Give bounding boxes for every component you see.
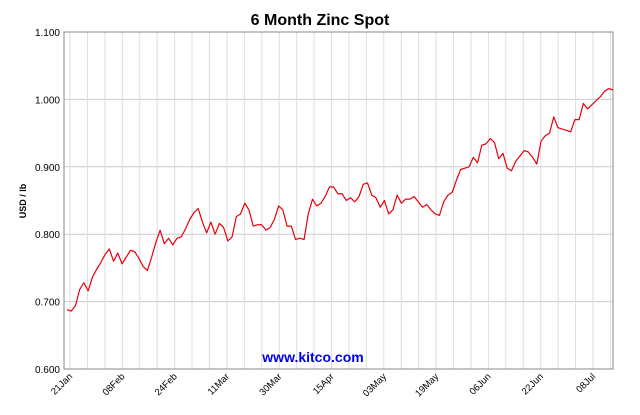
x-tick-label: 06Jun [467, 371, 493, 397]
chart-title: 6 Month Zinc Spot [251, 12, 390, 29]
y-axis-ticks: 0.600 0.700 0.800 0.900 1.000 1.100 [35, 28, 60, 376]
x-tick-label: 15Apr [311, 371, 337, 397]
watermark-link[interactable]: www.kitco.com [261, 349, 363, 365]
x-tick-label: 08Jul [574, 371, 598, 395]
y-tick-label: 1.100 [35, 28, 60, 39]
plot-area-border [63, 31, 614, 370]
series-layer [66, 88, 614, 312]
y-axis-label: USD / lb [18, 183, 28, 218]
y-tick-label: 0.900 [35, 163, 60, 174]
x-tick-label: 08Feb [101, 371, 128, 398]
x-tick-label: 24Feb [153, 371, 180, 398]
grid [64, 31, 613, 370]
y-tick-label: 0.800 [35, 230, 60, 241]
x-tick-label: 30Mar [257, 371, 284, 398]
y-tick-label: 1.000 [35, 95, 60, 106]
x-axis-ticks: 21Jan 08Feb 24Feb 11Mar 30Mar 15Apr 03May 19May… [49, 371, 598, 399]
x-tick-label: 03May [361, 371, 389, 399]
y-tick-label: 0.700 [35, 298, 60, 309]
series-line [66, 88, 614, 312]
x-tick-label: 22Jun [520, 371, 546, 397]
y-tick-label: 0.600 [35, 365, 60, 376]
x-tick-label: 11Mar [206, 371, 232, 397]
x-tick-label: 19May [413, 371, 441, 399]
